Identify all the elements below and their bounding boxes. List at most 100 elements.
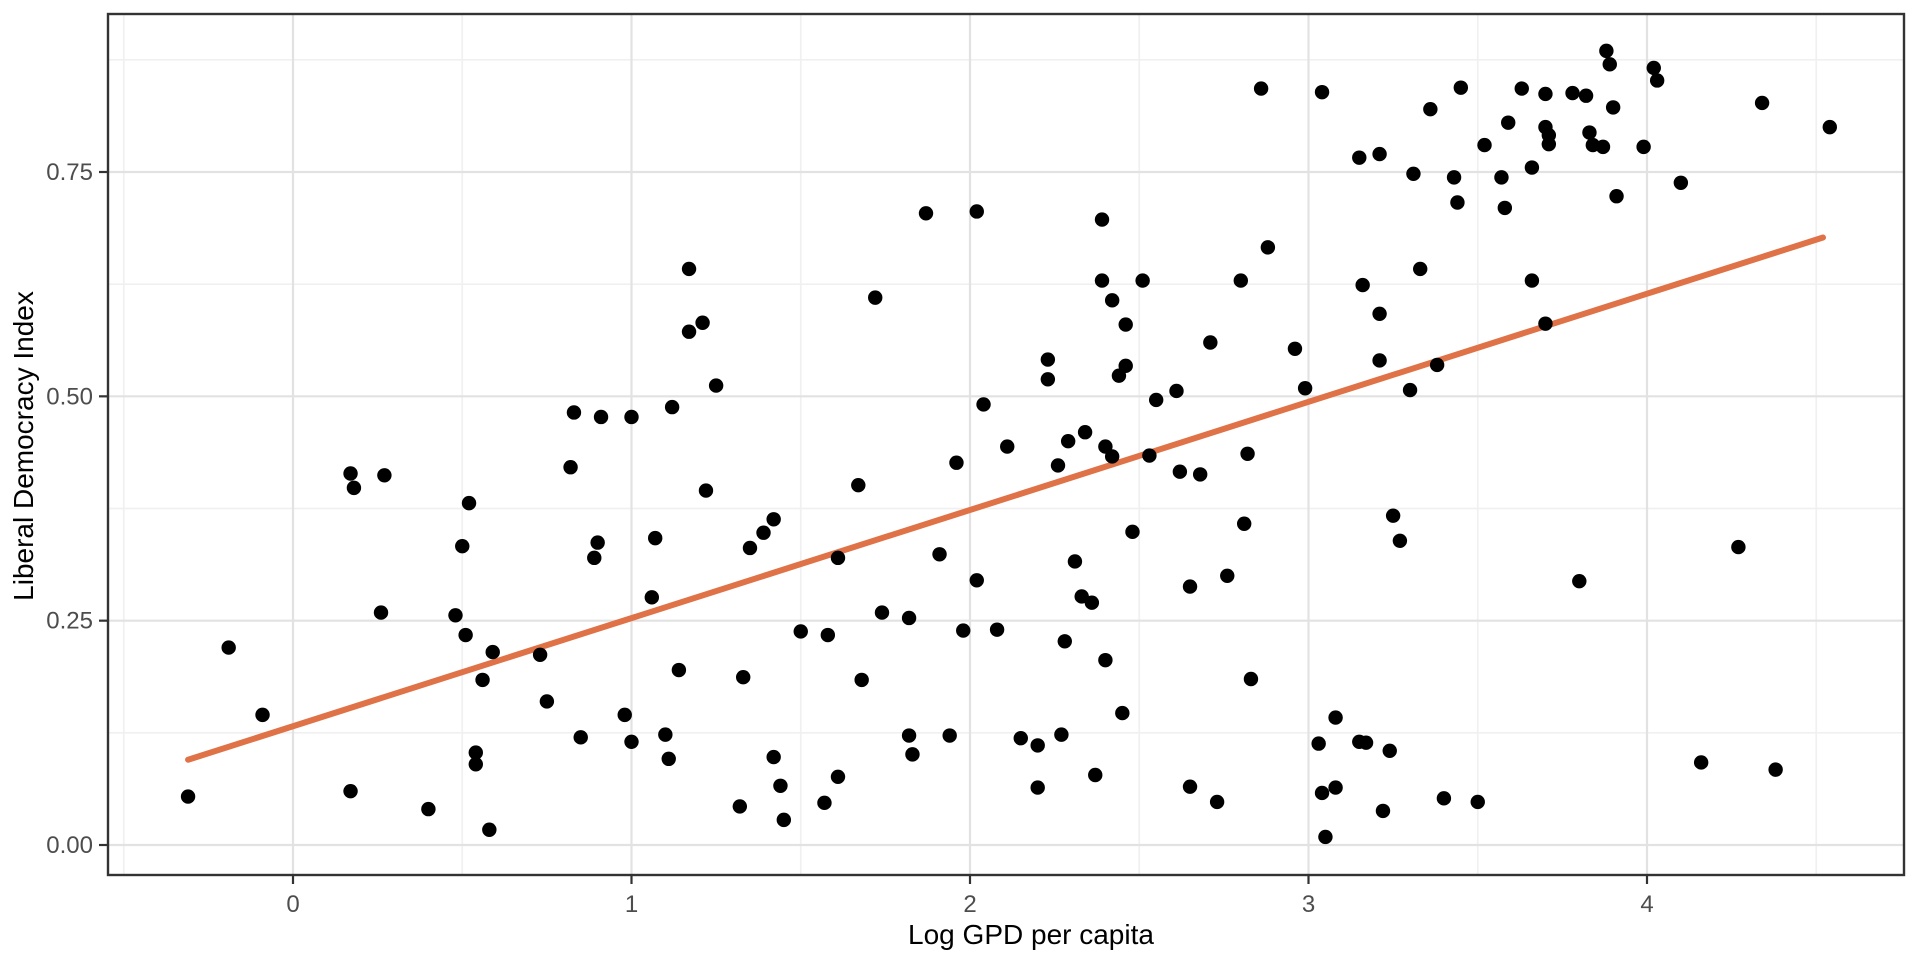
data-point: [1372, 146, 1387, 162]
data-point: [1578, 88, 1594, 103]
data-point: [766, 749, 781, 765]
data-point: [1104, 293, 1120, 308]
data-point: [1314, 84, 1330, 100]
data-point: [1318, 829, 1333, 845]
y-tick-label: 0.25: [46, 608, 93, 635]
data-point: [1050, 458, 1066, 473]
data-point: [1220, 568, 1235, 584]
data-point: [1352, 150, 1367, 165]
data-point: [732, 799, 748, 814]
data-point: [1054, 727, 1069, 742]
data-point: [1040, 372, 1056, 387]
data-point: [681, 261, 697, 277]
x-tick-label: 3: [1302, 891, 1315, 918]
data-point: [255, 707, 270, 723]
data-point: [1098, 652, 1113, 668]
data-point: [468, 745, 483, 760]
data-point: [1392, 533, 1408, 549]
data-point: [1030, 738, 1045, 753]
data-point: [346, 480, 362, 496]
data-point: [485, 644, 500, 660]
data-point: [901, 610, 917, 626]
y-axis-title: Liberal Democracy Index: [8, 291, 39, 601]
data-point: [851, 477, 866, 493]
data-point: [647, 530, 663, 546]
data-point: [1423, 101, 1438, 117]
data-point: [708, 378, 724, 393]
data-point: [1524, 160, 1540, 175]
data-point: [905, 747, 920, 762]
x-tick-label: 4: [1640, 891, 1653, 918]
data-point: [1514, 81, 1529, 96]
data-point: [1429, 357, 1445, 373]
data-point: [1192, 467, 1208, 482]
data-point: [1236, 516, 1252, 531]
data-point: [1260, 240, 1276, 255]
data-point: [661, 751, 676, 767]
data-point: [1497, 200, 1513, 216]
data-point: [343, 466, 358, 481]
data-point: [566, 405, 582, 420]
data-point: [1375, 803, 1391, 819]
data-point: [1118, 358, 1133, 374]
data-point: [1538, 316, 1553, 331]
data-point: [989, 622, 1005, 637]
data-point: [1413, 261, 1428, 277]
data-point: [1453, 80, 1469, 95]
data-point: [1328, 710, 1343, 725]
data-point: [1595, 139, 1611, 155]
data-point: [1602, 57, 1617, 72]
data-point: [1385, 508, 1401, 523]
data-point: [830, 769, 846, 785]
data-point: [1233, 273, 1249, 288]
data-point: [1311, 736, 1326, 751]
data-point: [1104, 449, 1120, 464]
data-point: [736, 669, 751, 685]
data-point: [664, 399, 680, 415]
data-point: [1649, 73, 1665, 88]
data-point: [820, 627, 836, 643]
data-point: [1406, 166, 1421, 181]
data-point: [448, 608, 463, 623]
data-point: [932, 547, 947, 562]
data-point: [573, 730, 588, 745]
data-point: [918, 206, 934, 221]
data-point: [587, 550, 602, 566]
data-point: [671, 662, 687, 678]
data-point: [624, 734, 639, 750]
data-point: [949, 455, 964, 470]
data-point: [1013, 731, 1028, 746]
data-point: [532, 647, 548, 662]
data-point: [1287, 341, 1303, 356]
data-point: [776, 812, 792, 828]
data-point: [1605, 100, 1621, 115]
data-point: [180, 789, 196, 804]
data-point: [1731, 539, 1746, 555]
data-point: [1240, 446, 1255, 461]
data-point: [969, 573, 984, 588]
data-point: [1060, 434, 1076, 449]
data-point: [901, 728, 917, 743]
data-point: [1402, 382, 1418, 398]
data-point: [1372, 306, 1387, 321]
data-point: [1541, 136, 1557, 152]
data-point: [742, 540, 758, 556]
data-point: [1057, 634, 1072, 649]
data-point: [461, 495, 477, 511]
data-point: [1040, 352, 1056, 367]
data-point: [1355, 277, 1370, 293]
data-point: [1328, 780, 1343, 795]
data-point: [1358, 735, 1374, 750]
data-point: [458, 627, 473, 643]
data-point: [468, 757, 483, 772]
panel-border: [106, 12, 1906, 877]
data-point: [868, 290, 883, 305]
data-point: [766, 512, 781, 527]
data-point: [221, 640, 236, 655]
data-point: [1297, 381, 1313, 396]
data-point: [1768, 762, 1783, 777]
data-point: [1148, 392, 1164, 408]
data-point: [1565, 85, 1580, 101]
data-point: [539, 694, 555, 709]
